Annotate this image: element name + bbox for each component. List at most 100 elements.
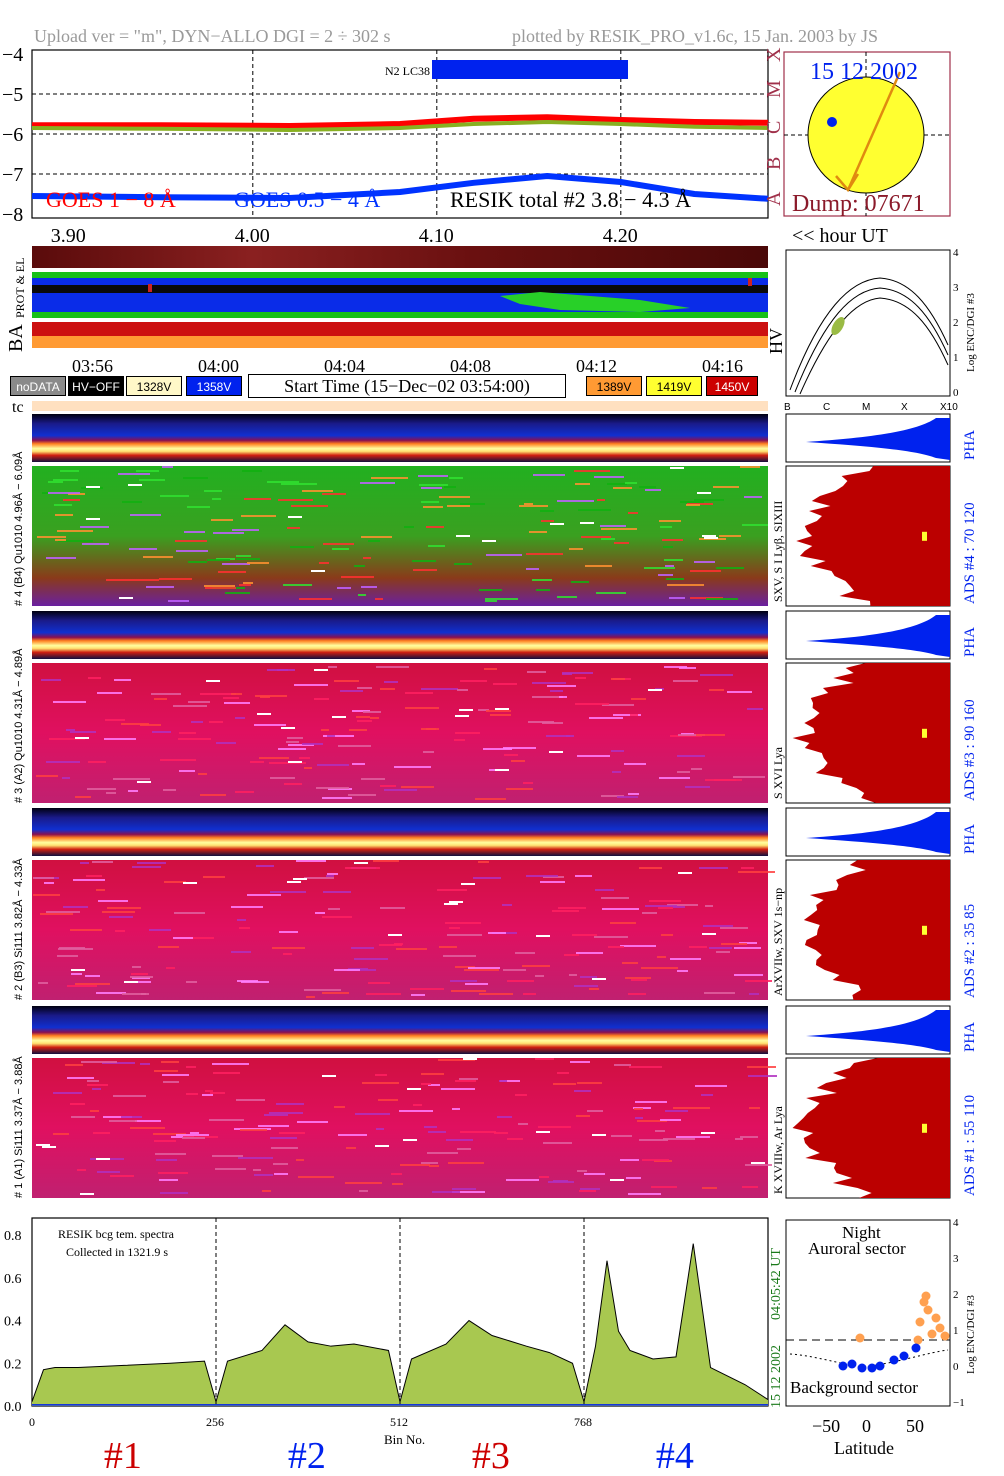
hv-xtick-1: C — [823, 402, 830, 413]
ba-marker-1 — [148, 284, 152, 292]
spec-hotpixel — [549, 751, 563, 753]
spectrum-panel: 0.8 0.6 0.4 0.2 0.0 0 256 512 768 RESIK bcg tem… — [4, 1217, 784, 1476]
spec-pixel — [630, 714, 638, 716]
spec-pixel — [727, 691, 752, 693]
spec-pixel — [644, 567, 675, 569]
hv-panel: HV Log ENC/DGI #3 4 3 2 1 0 B C M X X10 — [766, 247, 977, 413]
spec-pixel — [143, 556, 173, 558]
spec-pixel — [77, 1169, 86, 1171]
spec-pixel — [428, 1131, 446, 1133]
spec-pixel — [635, 1117, 643, 1119]
spec-pixel — [419, 484, 448, 486]
orbit-arrowhead — [835, 173, 860, 193]
goes-series — [31, 114, 769, 202]
spec-pixel — [584, 1173, 605, 1175]
section-label-2: #2 — [288, 1435, 326, 1476]
spec-hotpixel — [482, 540, 496, 542]
lat-ytick-1: 3 — [953, 1253, 959, 1265]
spec-hotpixel — [311, 570, 325, 572]
spec-hotpixel — [96, 1158, 110, 1160]
spec-pixel — [488, 932, 506, 934]
spec-pixel — [213, 532, 244, 534]
spec-pixel — [316, 787, 349, 789]
spec-hotpixel — [75, 737, 89, 739]
spec-pixel — [96, 992, 126, 994]
spec-pixel — [297, 1121, 328, 1123]
spec-pixel — [267, 669, 288, 671]
spec-pixel — [441, 1088, 475, 1090]
ba-label: BA — [5, 324, 27, 352]
sun-panel: 15 12 2002 Dump: 07671 — [783, 51, 951, 217]
spec-pixel — [596, 592, 626, 594]
timeline-ticks: 03:56 04:00 04:04 04:08 04:12 04:16 — [72, 356, 743, 376]
spec-pixel — [37, 536, 66, 538]
spec-pixel — [326, 875, 334, 877]
spec-pixel — [664, 666, 687, 668]
spec-pixel — [394, 766, 431, 768]
spec-pixel — [424, 1126, 437, 1128]
spec-pixel — [88, 761, 106, 763]
spec-pixel — [645, 905, 677, 907]
spec-pixel — [363, 711, 381, 713]
hv-chip-0: noDATA — [10, 376, 66, 396]
spec-pixel — [106, 792, 116, 794]
spec-pixel — [63, 499, 80, 501]
spec-pixel — [716, 567, 744, 569]
spec-pixel — [522, 965, 550, 967]
spec-pixel — [315, 912, 325, 914]
spec-pixel — [518, 1123, 528, 1125]
spec-pixel — [235, 791, 254, 793]
spec-pixel — [375, 1074, 387, 1076]
spec-pixel — [357, 720, 372, 722]
spec-pixel — [421, 728, 436, 730]
spec-pixel — [57, 530, 93, 532]
spec-pixel — [136, 470, 159, 472]
spec-pixel — [527, 671, 546, 673]
spec-pixel — [356, 716, 370, 718]
spec-pixel — [80, 862, 89, 864]
spec-pixel — [536, 589, 550, 591]
spec-pixel — [236, 555, 251, 557]
spec-hotpixel — [322, 1075, 336, 1077]
spec-pixel — [405, 707, 439, 709]
spec-pixel — [535, 975, 544, 977]
pha-stripe-4 — [32, 414, 768, 462]
background-point — [847, 1359, 857, 1369]
ads-marker-3 — [922, 728, 927, 738]
spec-pixel — [564, 954, 579, 956]
spec-pixel — [445, 922, 481, 924]
spec-pixel — [363, 557, 371, 559]
spec-pixel — [575, 703, 609, 705]
spec-pixel — [690, 570, 721, 572]
spec-hotpixel — [288, 516, 302, 518]
spec-pixel — [657, 956, 666, 958]
spectrum-ytick-3: 0.2 — [4, 1357, 22, 1372]
spec-pixel — [355, 1113, 390, 1115]
spec-pixel — [212, 498, 221, 500]
spec-pixel — [557, 1072, 569, 1074]
spec-pixel — [396, 948, 427, 950]
status-panel: BA PROT & EL — [5, 246, 768, 352]
lat-ytick-3: 1 — [953, 1325, 959, 1337]
spec-pixel — [704, 992, 735, 994]
spectrum-xtick-3: 768 — [574, 1415, 592, 1429]
spec-pixel — [281, 483, 317, 485]
spec-pixel — [413, 569, 437, 571]
spec-pixel — [679, 667, 696, 669]
spec-pixel — [375, 598, 383, 600]
spec-pixel — [503, 747, 536, 749]
spec-pixel — [569, 548, 583, 550]
spec-pixel — [154, 698, 167, 700]
spec-pixel — [553, 1083, 576, 1085]
spec-pixel — [443, 955, 476, 957]
spec-pixel — [677, 771, 690, 773]
spectrum-xtick-2: 512 — [390, 1415, 408, 1429]
spec-pixel — [608, 946, 624, 948]
spec-pixel — [75, 796, 91, 798]
lat-night: Night — [842, 1223, 881, 1242]
spec-pixel — [75, 983, 110, 985]
auroral-point — [923, 1305, 933, 1315]
auroral-point — [935, 1323, 945, 1333]
spec-pixel — [631, 698, 646, 700]
spec-pixel — [258, 1125, 289, 1127]
